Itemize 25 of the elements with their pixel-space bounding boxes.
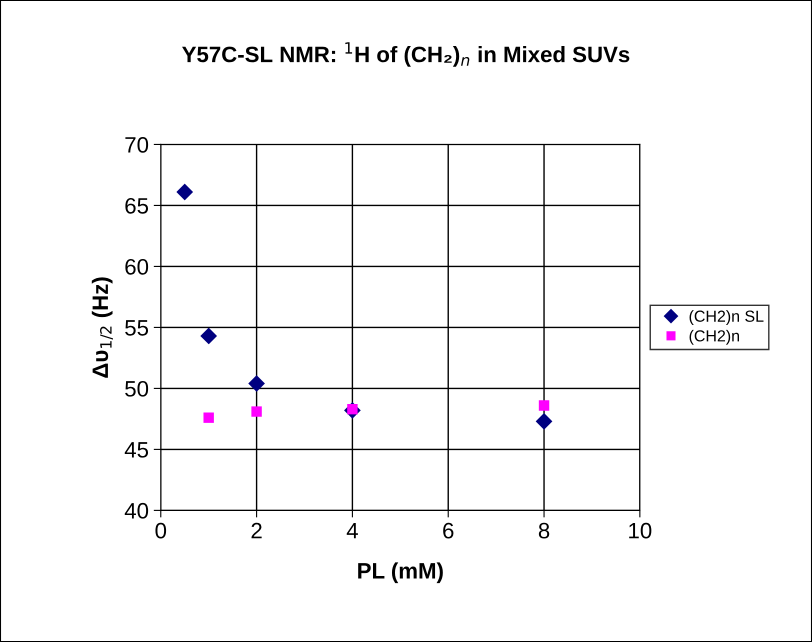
- legend-label: (CH2)n: [690, 330, 740, 345]
- x-tick-label: 8: [538, 522, 550, 539]
- x-tick-label: 10: [629, 522, 652, 539]
- chart-title: Y57C-SL NMR: $^{1}$H of (CH₂)$_{n}$ in Mixed SUVs: [182, 42, 630, 67]
- point: [538, 400, 550, 411]
- y-tick-label: 40: [124, 502, 148, 519]
- point: [203, 412, 214, 423]
- point: [200, 328, 217, 344]
- y-tick-label: 65: [125, 198, 148, 214]
- point: [176, 184, 193, 200]
- y-axis-title: Δυ$_{1/2}$ (Hz): [92, 277, 114, 378]
- y-tick-label: 45: [124, 442, 148, 458]
- point: [251, 406, 262, 417]
- point: [248, 375, 265, 392]
- y-tick-label: 60: [125, 258, 148, 275]
- y-tick-label: 55: [125, 320, 148, 336]
- point: [536, 413, 552, 430]
- x-tick-label: 0: [155, 522, 166, 539]
- x-tick-label: 2: [252, 522, 262, 538]
- legend-label: (CH2)n SL: [690, 310, 764, 326]
- x-axis-title: PL (mM): [358, 562, 443, 584]
- y-tick-label: 70: [125, 136, 148, 153]
- x-tick-label: 6: [443, 522, 454, 539]
- x-tick-label: 4: [346, 523, 358, 538]
- y-tick-label: 50: [125, 380, 148, 397]
